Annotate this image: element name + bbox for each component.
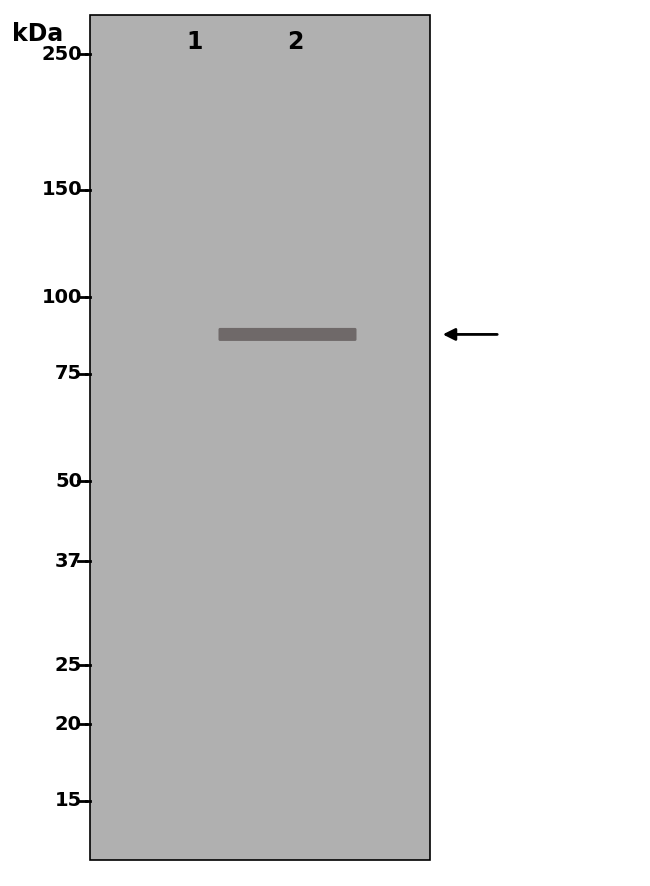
Text: 50: 50	[55, 472, 82, 491]
Text: 150: 150	[42, 181, 82, 199]
Text: 1: 1	[187, 30, 203, 54]
Text: 20: 20	[55, 715, 82, 734]
Text: 250: 250	[42, 45, 82, 64]
Text: 100: 100	[42, 288, 82, 307]
FancyBboxPatch shape	[218, 328, 356, 341]
Bar	[90, 15, 430, 860]
Text: 37: 37	[55, 552, 82, 571]
Text: 2: 2	[287, 30, 303, 54]
Text: kDa: kDa	[12, 22, 64, 46]
Text: 75: 75	[55, 364, 82, 384]
Text: 25: 25	[55, 656, 82, 675]
Text: 15: 15	[55, 791, 82, 811]
